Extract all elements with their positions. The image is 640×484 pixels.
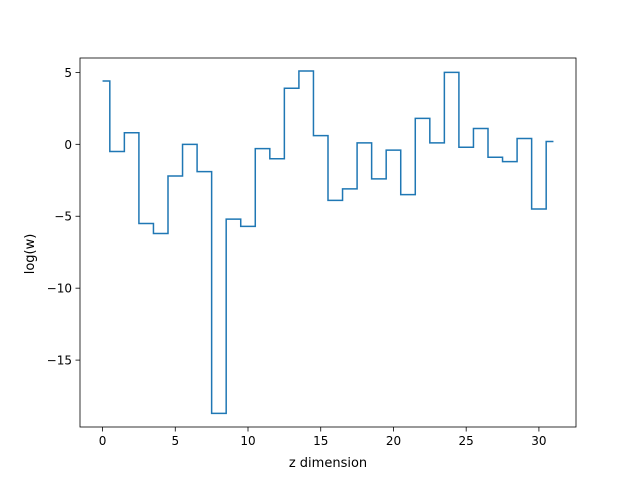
- x-tick-label: 0: [99, 434, 107, 448]
- y-tick-label: 5: [64, 66, 72, 80]
- y-tick-label: −5: [54, 210, 72, 224]
- x-tick-label: 5: [171, 434, 179, 448]
- y-tick-label: 0: [64, 138, 72, 152]
- x-tick-label: 30: [531, 434, 546, 448]
- x-tick-label: 20: [386, 434, 401, 448]
- y-axis-label: log(w): [23, 234, 38, 275]
- x-tick-label: 25: [459, 434, 474, 448]
- y-tick-label: −10: [47, 282, 72, 296]
- y-tick-label: −15: [47, 354, 72, 368]
- x-tick-label: 10: [240, 434, 255, 448]
- x-axis-label: z dimension: [289, 456, 367, 471]
- x-tick-label: 15: [313, 434, 328, 448]
